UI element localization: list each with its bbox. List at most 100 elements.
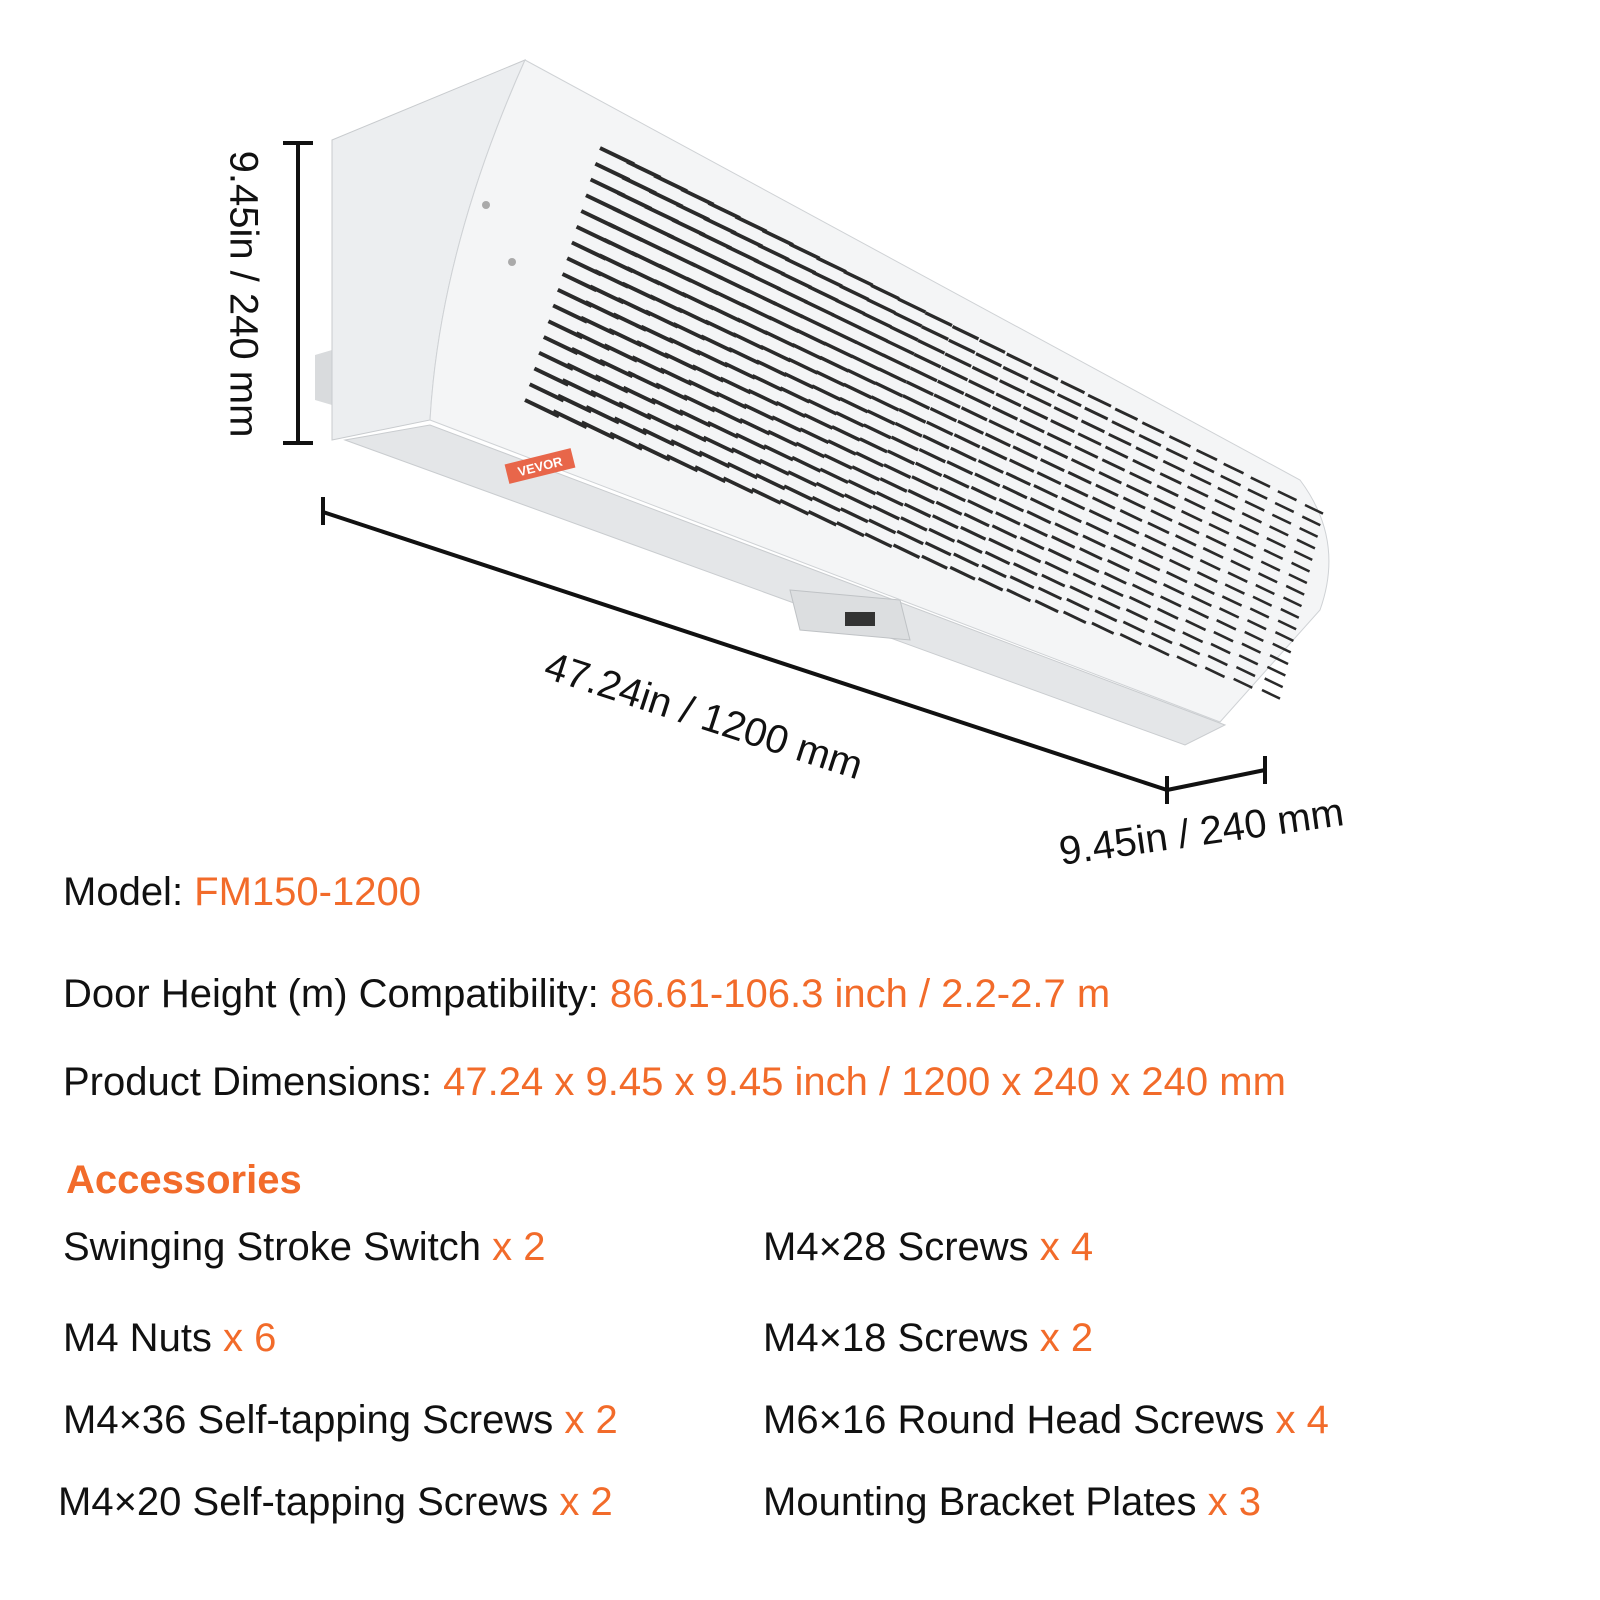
louver-slot: [991, 405, 1019, 421]
louver-slot: [685, 276, 719, 296]
louver-slot: [1176, 655, 1198, 668]
louver-slot: [1192, 461, 1215, 474]
louver-slot: [968, 379, 995, 395]
louver-slot: [1147, 521, 1170, 535]
louver-slot: [703, 216, 737, 235]
louver-slot: [1103, 571, 1127, 585]
louver-slot: [608, 327, 643, 348]
louver-slot: [1054, 522, 1079, 537]
louver-slot: [1195, 448, 1218, 462]
louver-slot: [1266, 665, 1286, 677]
louver-slot: [854, 340, 885, 357]
louver-slot: [847, 479, 877, 496]
louver-slot: [864, 532, 893, 549]
louver-slot: [552, 409, 588, 429]
louver-slot: [1119, 632, 1142, 646]
louver-slot: [1285, 584, 1305, 596]
louver-slot: [736, 317, 769, 336]
louver-slot: [978, 338, 1006, 354]
accessory-item: M4×20 Self-tapping Screws x 2: [58, 1482, 613, 1522]
louver-slot: [839, 284, 870, 302]
louver-slot: [946, 460, 974, 476]
louver-slot: [749, 273, 782, 291]
louver-slot: [653, 173, 688, 193]
louver-slot: [1193, 583, 1215, 595]
louver-slot: [1199, 558, 1221, 571]
louver-slot: [835, 298, 866, 316]
louver-grille: [524, 146, 1324, 700]
louver-slot: [1224, 583, 1245, 595]
dimensions-spec: Product Dimensions: 47.24 x 9.45 x 9.45 …: [63, 1062, 1286, 1102]
louver-slot: [641, 427, 676, 447]
louver-slot: [735, 432, 767, 451]
louver-slot: [1271, 513, 1292, 525]
louver-slot: [948, 338, 976, 355]
louver-slot: [739, 417, 771, 436]
louver-slot: [920, 325, 949, 341]
louver-slot: [1100, 584, 1124, 598]
louver-slot: [1255, 583, 1275, 596]
louver-slot: [862, 312, 892, 329]
louver-slot: [779, 498, 810, 516]
louver-slot: [1207, 654, 1228, 667]
louver-slot: [768, 315, 800, 334]
louver-slot: [1066, 597, 1090, 612]
louver-slot: [950, 446, 977, 462]
louver-slot: [1208, 522, 1230, 535]
louver-slot: [1266, 537, 1286, 549]
louver-slot: [659, 367, 693, 386]
louver-slot: [649, 294, 684, 314]
louver-slot: [713, 289, 746, 308]
louver-slot: [905, 380, 934, 397]
door-height-spec: Door Height (m) Compatibility: 86.61-106…: [63, 974, 1110, 1014]
accessory-name: Mounting Bracket Plates: [763, 1480, 1208, 1524]
louver-slot: [1244, 630, 1264, 643]
louver-slot: [1269, 525, 1289, 537]
louver-slot: [1213, 630, 1234, 643]
louver-slot: [791, 343, 823, 361]
louver-slot: [707, 201, 741, 220]
louver-slot: [1247, 488, 1268, 500]
louver-slot: [1182, 631, 1204, 644]
louver-slot: [524, 398, 560, 419]
louver-slot: [977, 577, 1004, 592]
louver-slot: [772, 300, 804, 319]
louver-slot: [730, 229, 764, 249]
door-value: 86.61-106.3 inch / 2.2-2.7 m: [609, 972, 1111, 1016]
louver-slot: [886, 339, 915, 356]
louver-slot: [1288, 573, 1308, 585]
louver-slot: [1235, 535, 1257, 548]
louver-slot: [640, 324, 675, 344]
louver-slot: [598, 358, 634, 379]
louver-slot: [1211, 510, 1233, 523]
louver-slot: [981, 445, 1008, 461]
louver-slot: [1110, 546, 1134, 560]
louver-slot: [893, 311, 923, 328]
accessory-name: M4 Nuts: [63, 1316, 224, 1360]
louver-slot: [683, 394, 716, 413]
louver-slot: [1171, 546, 1194, 559]
louver-slot: [1138, 558, 1161, 572]
louver-slot: [1091, 496, 1116, 510]
louver-slot: [921, 554, 948, 570]
louver-slot: [960, 406, 988, 422]
louver-slot: [1097, 596, 1121, 610]
louver-slot: [1006, 588, 1032, 603]
louver-slot: [1249, 607, 1270, 619]
dimension-lines: [283, 141, 1267, 804]
louver-slot: [681, 291, 715, 311]
louver-slot: [667, 233, 701, 253]
louver-slot: [956, 539, 983, 554]
louver-slot: [763, 444, 794, 462]
louver-slot: [1053, 406, 1079, 421]
louver-slot: [700, 334, 733, 353]
louver-slot: [618, 401, 652, 421]
screw: [508, 258, 516, 266]
louver-slot: [1116, 521, 1140, 535]
louver-slot: [1033, 366, 1059, 381]
louver-slot: [819, 355, 850, 373]
louver-slot: [1062, 610, 1087, 624]
louver-slot: [1098, 471, 1122, 485]
louver-slot: [1033, 484, 1059, 499]
louver-slot: [759, 344, 792, 363]
